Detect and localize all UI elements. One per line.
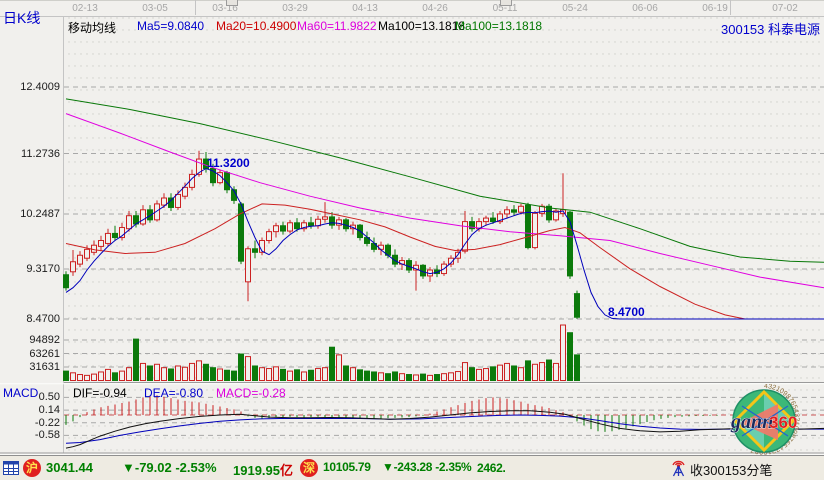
legend-ma100b: Ma100=13.1818 — [455, 19, 543, 33]
x-axis-date-label: 06-19 — [702, 3, 728, 14]
macd-axis-label: -0.22 — [34, 416, 60, 429]
x-axis-date-label: 03-05 — [142, 3, 168, 14]
stock-code-name[interactable]: 300153 科泰电源 — [721, 22, 820, 37]
x-axis-date-label: 04-13 — [352, 3, 378, 14]
x-axis-date-label: 03-16 — [212, 3, 238, 14]
shanghai-index-change: ▼-79.02 -2.53% — [122, 460, 217, 475]
shanghai-index-value: 3041.44 — [46, 460, 93, 475]
logo-text-gann: gann — [730, 411, 773, 433]
volume-axis-label: 63261 — [29, 347, 60, 360]
macd-axis-label: 0.14 — [38, 404, 60, 417]
status-bar: 沪 3041.44 ▼-79.02 -2.53% 1919.95亿 深 1010… — [0, 455, 824, 480]
shanghai-index-badge[interactable]: 沪 — [23, 459, 41, 477]
price-axis-label: 11.2736 — [21, 147, 60, 160]
candlestick-series — [63, 150, 580, 319]
x-axis-date-label: 03-29 — [282, 3, 308, 14]
x-axis-date-label: 05-24 — [562, 3, 588, 14]
ma5-line — [65, 167, 824, 320]
volume-axis-label: 94892 — [29, 333, 60, 346]
shenzhen-index-value: 10105.79 — [323, 460, 371, 474]
macd-dif-value: DIF=-0.94 — [73, 386, 127, 400]
ma20-line — [65, 203, 824, 320]
logo-text-360: 360 — [769, 413, 797, 432]
price-axis-label: 9.3170 — [26, 263, 60, 275]
shanghai-turnover: 1919.95 — [233, 463, 280, 478]
x-axis-date-label: 04-26 — [422, 3, 448, 14]
shenzhen-index-change: ▼-243.28 -2.35% — [382, 460, 472, 474]
macd-axis-label: 0.50 — [38, 391, 60, 404]
live-feed-antenna-icon[interactable] — [670, 459, 687, 477]
tick-detail-button[interactable]: 收300153分笔 — [690, 463, 773, 478]
macd-dea-value: DEA=-0.80 — [144, 386, 204, 400]
ma100-line — [65, 98, 824, 263]
quote-table-icon[interactable] — [3, 460, 19, 476]
x-axis-date-label: 07-02 — [772, 3, 798, 14]
ma60-line — [65, 113, 824, 289]
macd-dea-line — [65, 414, 824, 444]
macd-panel-title[interactable]: MACD — [3, 386, 39, 400]
turnover-unit: 亿 — [280, 463, 294, 478]
pane-splitter-mark[interactable] — [226, 0, 238, 6]
legend-ma5: Ma5=9.0840 — [137, 19, 205, 33]
shenzhen-turnover: 2462. — [477, 461, 506, 475]
macd-dif-line — [65, 410, 824, 449]
price-axis-label: 8.4700 — [26, 313, 60, 325]
x-axis-date-label: 06-06 — [632, 3, 658, 14]
legend-ma20: Ma20=10.4900 — [216, 19, 297, 33]
x-axis-date-label: 05-11 — [492, 3, 518, 14]
legend-ma100a: Ma100=13.1818 — [378, 19, 466, 33]
gann360-logo: 4321098765432109876543210987 gann 360 — [730, 384, 800, 455]
macd-macd-value: MACD=-0.28 — [216, 386, 286, 400]
volume-axis-label: 31631 — [29, 360, 60, 373]
legend-ma60: Ma60=11.9822 — [297, 19, 377, 33]
legend-title: 移动均线 — [68, 21, 117, 35]
x-axis-date-label: 02-13 — [72, 3, 98, 14]
price-axis-label: 12.4009 — [20, 81, 60, 93]
macd-axis-label: -0.58 — [34, 429, 60, 442]
pane-splitter-mark[interactable] — [500, 0, 512, 6]
volume-series — [63, 324, 580, 382]
chart-type-label[interactable]: 日K线 — [3, 10, 41, 26]
price-annotation-peak: 11.3200 — [207, 156, 250, 170]
price-annotation-suspend: 8.4700 — [608, 305, 645, 319]
shenzhen-index-badge[interactable]: 深 — [300, 459, 318, 477]
price-axis-label: 10.2487 — [20, 208, 60, 221]
